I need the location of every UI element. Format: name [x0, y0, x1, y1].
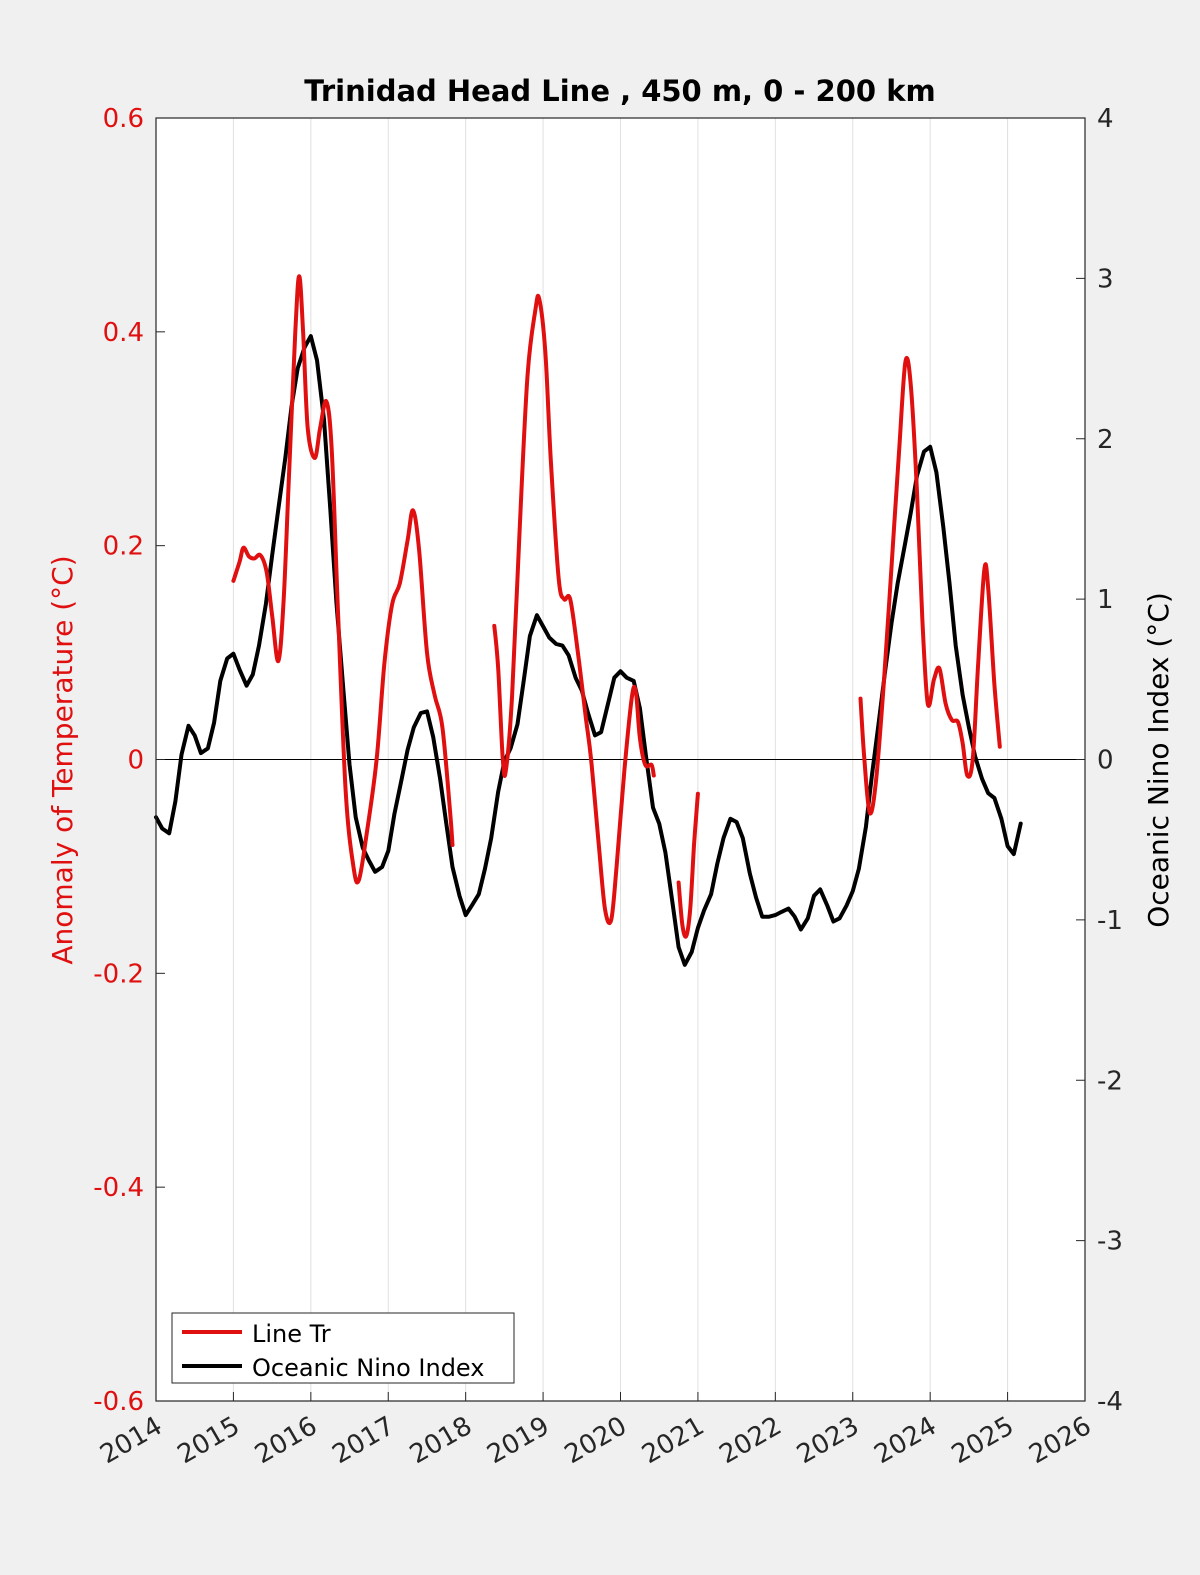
y-axis-left: 0.6 0.4 0.2 0 -0.2 -0.4 -0.6 — [93, 104, 165, 1417]
series-line-tr — [858, 355, 1002, 816]
y-left-tick-label: -0.6 — [93, 1387, 144, 1417]
chart-title: Trinidad Head Line , 450 m, 0 - 200 km — [304, 74, 935, 108]
y-axis-right: 4 3 2 1 0 -1 -2 -3 -4 — [1076, 104, 1123, 1417]
y-right-tick-label: 2 — [1097, 425, 1114, 455]
y-right-tick-label: 0 — [1097, 746, 1114, 776]
y-left-tick-label: -0.2 — [93, 959, 144, 989]
y-right-tick-label: -4 — [1097, 1387, 1123, 1417]
series-line-tr — [676, 791, 700, 939]
y-right-tick-label: -1 — [1097, 906, 1123, 936]
legend-label-line-tr: Line Tr — [252, 1320, 331, 1348]
y-axis-left-label: Anomaly of Temperature (°C) — [46, 555, 79, 964]
y-right-tick-label: 1 — [1097, 585, 1114, 615]
y-right-tick-label: 3 — [1097, 264, 1114, 294]
series-line-tr — [231, 274, 455, 885]
y-right-tick-label: -3 — [1097, 1227, 1123, 1257]
series-layer — [154, 274, 1023, 967]
y-left-tick-label: 0.6 — [103, 104, 144, 134]
legend: Line Tr Oceanic Nino Index — [171, 1312, 515, 1384]
y-left-tick-label: 0.4 — [103, 318, 144, 348]
series-oceanic-nino-index — [154, 334, 1023, 967]
y-left-tick-label: -0.4 — [93, 1173, 144, 1203]
y-right-tick-label: 4 — [1097, 104, 1114, 134]
y-right-tick-label: -2 — [1097, 1066, 1123, 1096]
legend-label-oni: Oceanic Nino Index — [252, 1354, 484, 1382]
y-left-tick-label: 0 — [127, 746, 144, 776]
y-axis-right-label: Oceanic Nino Index (°C) — [1142, 592, 1175, 928]
legend-box — [171, 1312, 515, 1384]
y-left-tick-label: 0.2 — [103, 532, 144, 562]
series-line-tr — [492, 293, 656, 925]
